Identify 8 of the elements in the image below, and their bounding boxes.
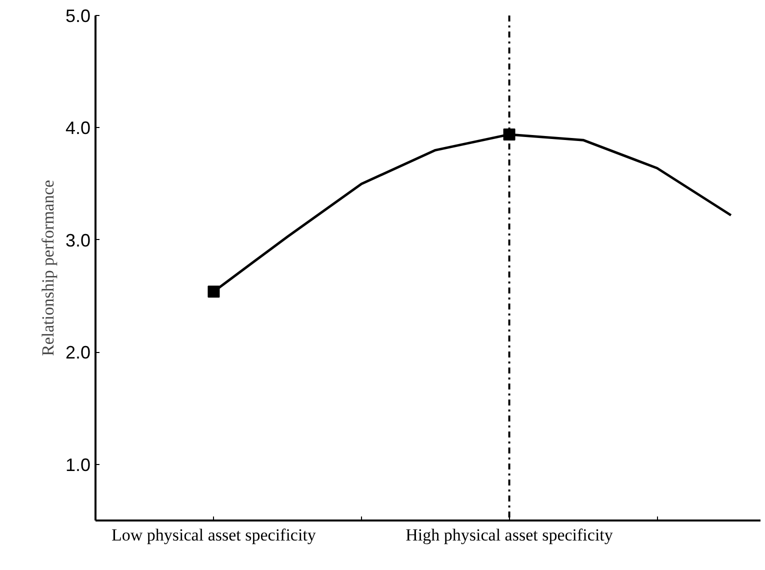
y-tick-label: 3.0	[65, 230, 91, 250]
y-tick-label: 5.0	[65, 6, 91, 26]
x-tick-label: High physical asset specificity	[406, 526, 614, 544]
y-tick-label: 4.0	[65, 118, 91, 138]
x-tick-label: Low physical asset specificity	[112, 526, 316, 544]
y-tick-label: 1.0	[65, 454, 91, 475]
y-axis-title: Relationship performance	[38, 180, 58, 356]
y-tick-label: 2.0	[65, 342, 91, 363]
